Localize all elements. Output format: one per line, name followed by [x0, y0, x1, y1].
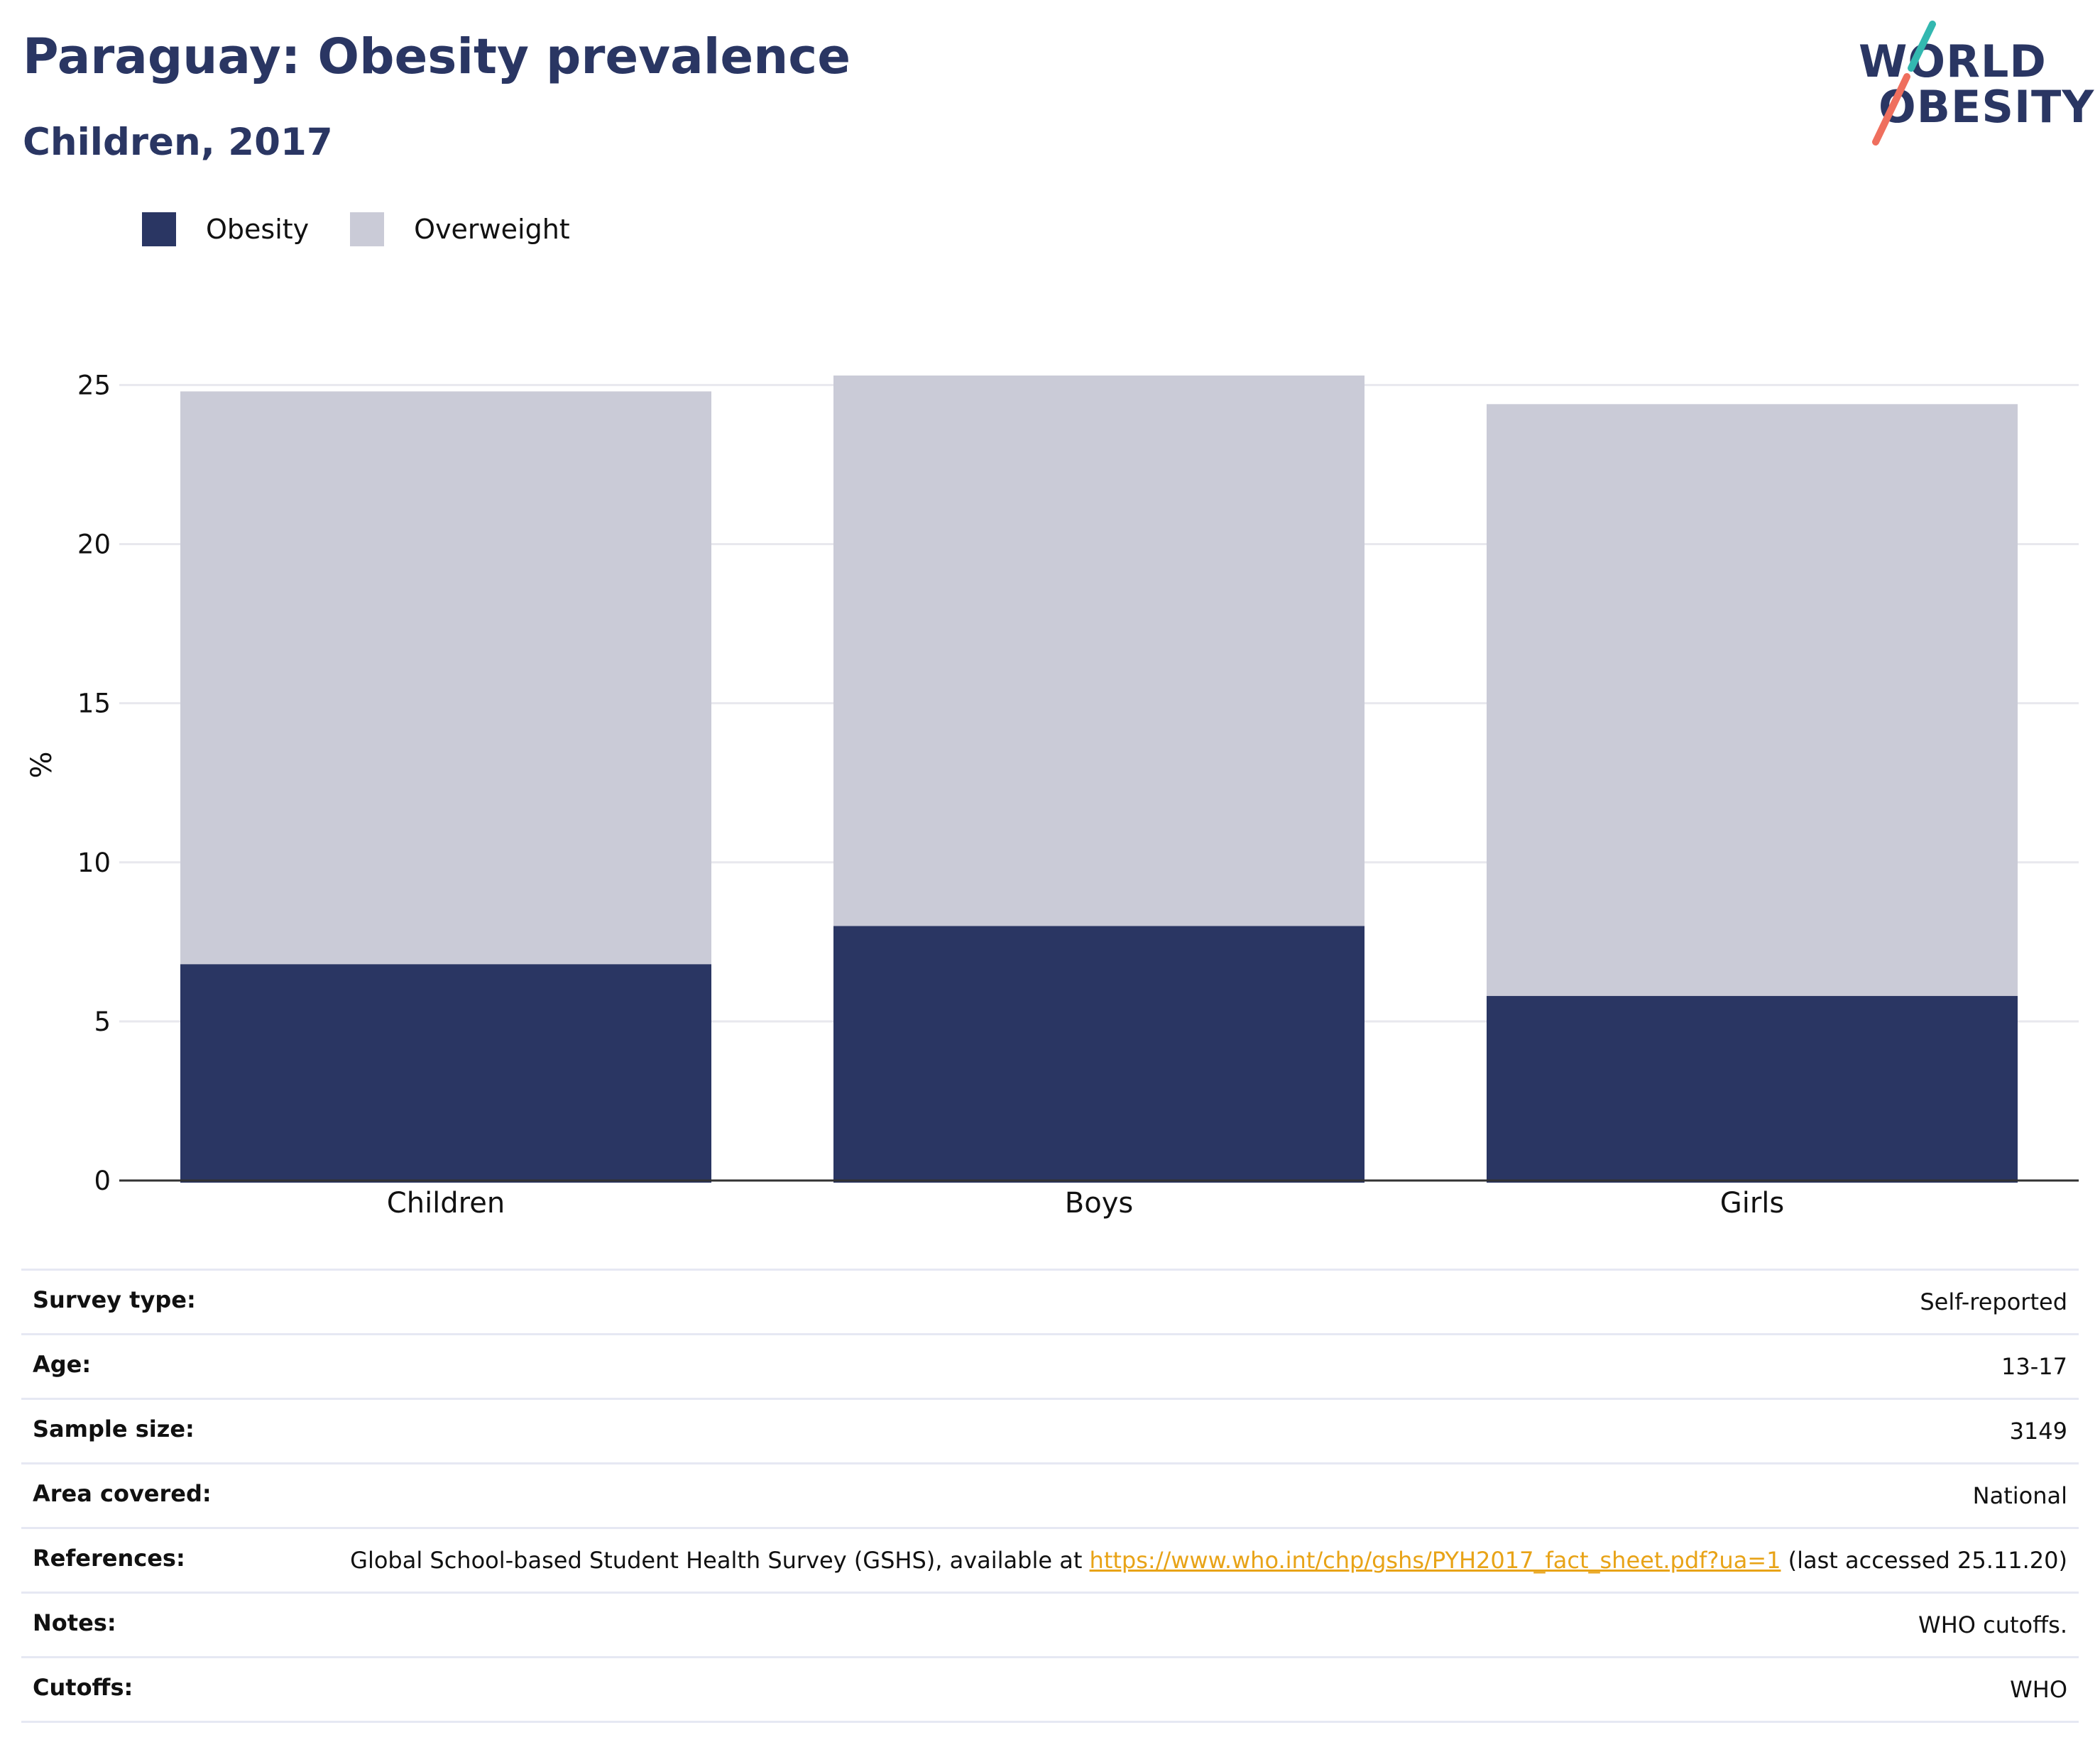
bar-obesity-girls	[1487, 996, 2018, 1183]
metadata-key: Age:	[33, 1351, 92, 1378]
metadata-row: Age: 13-17	[21, 1334, 2079, 1399]
y-tick-label: 20	[77, 530, 111, 560]
metadata-row: Area covered: National	[21, 1463, 2079, 1528]
metadata-key: Survey type:	[33, 1286, 196, 1313]
y-tick-label: 25	[77, 370, 111, 400]
reference-link[interactable]: https://www.who.int/chp/gshs/PYH2017_fac…	[1089, 1547, 1781, 1574]
metadata-value: National	[1972, 1482, 2067, 1509]
legend-swatch-obesity	[142, 212, 176, 246]
metadata-value: WHO	[2010, 1676, 2067, 1703]
y-tick-label: 10	[77, 848, 111, 878]
logo-line-1: WORLD	[1859, 35, 2047, 87]
bar-overweight-boys	[833, 375, 1365, 926]
legend-label-obesity: Obesity	[206, 214, 310, 245]
reference-text: Global School-based Student Health Surve…	[350, 1547, 1090, 1574]
metadata-key: Cutoffs:	[33, 1674, 133, 1701]
reference-accessed-note: (last accessed 25.11.20)	[1781, 1547, 2067, 1574]
metadata-row: Cutoffs: WHO	[21, 1657, 2079, 1722]
legend-item-overweight[interactable]: Overweight	[350, 212, 570, 246]
page-title: Paraguay: Obesity prevalence	[23, 28, 851, 85]
metadata-key: Notes:	[33, 1609, 116, 1636]
chart-legend: Obesity Overweight	[142, 210, 611, 248]
x-category-label: Boys	[1065, 1187, 1133, 1220]
metadata-key: Area covered:	[33, 1480, 212, 1507]
world-obesity-logo: WORLD OBESITY	[1846, 14, 2094, 156]
y-tick-label: 15	[77, 689, 111, 719]
metadata-row: Notes: WHO cutoffs.	[21, 1592, 2079, 1658]
bar-overweight-girls	[1487, 404, 2018, 997]
metadata-key: Sample size:	[33, 1415, 195, 1442]
metadata-value: WHO cutoffs.	[1918, 1611, 2067, 1638]
metadata-key: References:	[33, 1545, 185, 1572]
x-category-label: Girls	[1720, 1187, 1785, 1220]
metadata-value: Global School-based Student Health Surve…	[257, 1528, 2079, 1593]
y-tick-label: 0	[94, 1166, 111, 1196]
legend-label-overweight: Overweight	[414, 214, 570, 245]
metadata-value: 3149	[2009, 1418, 2067, 1445]
bar-obesity-children	[180, 964, 711, 1183]
metadata-value: 13-17	[2001, 1353, 2067, 1380]
x-category-label: Children	[387, 1187, 505, 1220]
bar-overweight-children	[180, 391, 711, 965]
metadata-row: References: Global School-based Student H…	[21, 1528, 2079, 1593]
bar-obesity-boys	[833, 926, 1365, 1183]
page-subtitle: Children, 2017	[23, 121, 333, 164]
metadata-row: Sample size: 3149	[21, 1398, 2079, 1464]
legend-swatch-overweight	[350, 212, 385, 246]
y-axis-label: %	[26, 751, 58, 778]
y-tick-label: 5	[94, 1007, 111, 1037]
stacked-bar-chart: 0 5 10 15 20 25% Children Boys Girls	[26, 370, 2079, 1220]
metadata-value: Self-reported	[1920, 1288, 2067, 1315]
metadata-row: Survey type: Self-reported	[21, 1269, 2079, 1335]
survey-metadata-table: Survey type: Self-reported Age: 13-17 Sample…	[21, 1269, 2079, 1723]
logo-line-2: OBESITY	[1878, 81, 2095, 133]
logo-slash-icon	[1872, 21, 1936, 146]
legend-item-obesity[interactable]: Obesity	[142, 212, 309, 246]
